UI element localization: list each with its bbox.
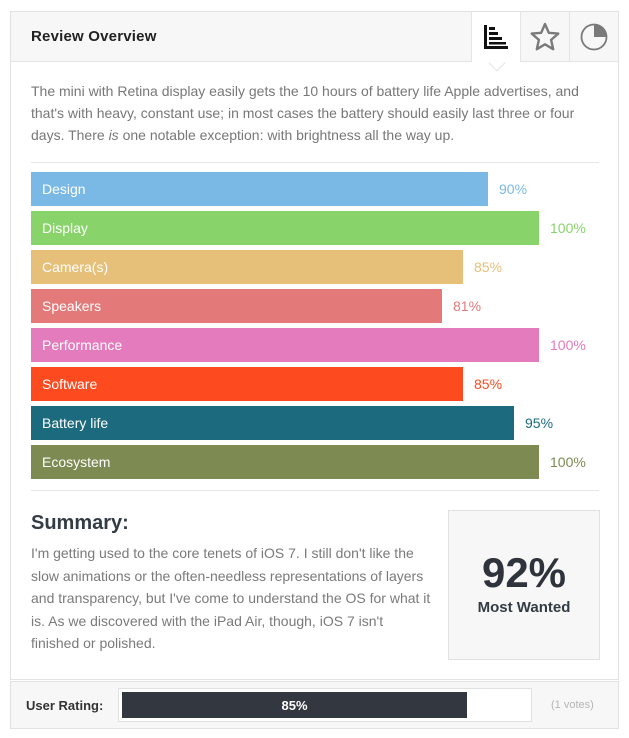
rating-row: Battery life 95% (31, 406, 601, 440)
rating-bar: Camera(s) (31, 250, 463, 284)
rating-bar-label: Speakers (42, 298, 102, 314)
rating-bar: Software (31, 367, 463, 401)
rating-bar: Battery life (31, 406, 514, 440)
review-tabs (471, 12, 618, 62)
intro-emphasis: is (108, 127, 119, 143)
user-rating-bar[interactable]: 85% (118, 688, 532, 722)
rating-row: Camera(s) 85% (31, 250, 601, 284)
rating-bar: Design (31, 172, 488, 206)
summary-text: I'm getting used to the core tenets of i… (31, 545, 431, 651)
rating-bar-value: 85% (474, 376, 503, 392)
divider (31, 162, 599, 163)
rating-bar-label: Design (42, 181, 86, 197)
review-intro: The mini with Retina display easily gets… (31, 80, 601, 146)
rating-bar: Ecosystem (31, 445, 539, 479)
rating-bar-value: 85% (474, 259, 503, 275)
tab-stars[interactable] (520, 12, 569, 62)
tab-percent[interactable] (569, 12, 618, 62)
rating-bar-value: 81% (453, 298, 482, 314)
rating-bar-label: Display (42, 220, 88, 236)
user-rating-fill (122, 692, 467, 718)
rating-bar-value: 100% (550, 337, 586, 353)
rating-row: Design 90% (31, 172, 601, 206)
rating-bar-value: 100% (550, 220, 586, 236)
review-title: Review Overview (31, 28, 157, 45)
rating-bar-label: Software (42, 376, 98, 392)
star-icon (530, 22, 560, 51)
user-rating-value: 85% (281, 698, 308, 713)
intro-text: The mini with Retina display easily gets… (31, 83, 579, 143)
rating-bar-label: Battery life (42, 415, 109, 431)
rating-row: Software 85% (31, 367, 601, 401)
rating-bar: Performance (31, 328, 539, 362)
final-score-box: 92% Most Wanted (448, 510, 600, 660)
user-rating-label: User Rating: (26, 698, 104, 713)
vote-count: (1 votes) (551, 699, 594, 711)
rating-bar-label: Camera(s) (42, 259, 109, 275)
tab-bars[interactable] (471, 12, 520, 62)
final-score-label: Most Wanted (477, 599, 571, 616)
rating-bar: Display (31, 211, 539, 245)
user-rating: User Rating: 85% (1 votes) (10, 681, 619, 729)
rating-row: Display 100% (31, 211, 601, 245)
rating-bar-value: 90% (499, 181, 528, 197)
rating-bar-value: 95% (525, 415, 554, 431)
final-score: 92% (481, 549, 567, 596)
review-header: Review Overview (11, 12, 618, 62)
rating-bar: Speakers (31, 289, 442, 323)
summary-title: Summary: (31, 512, 129, 534)
intro-text-end: one notable exception: with brightness a… (118, 127, 455, 143)
divider (31, 490, 599, 491)
bar-chart-icon (484, 25, 508, 49)
rating-bar-label: Performance (42, 337, 123, 353)
rating-row: Performance 100% (31, 328, 601, 362)
rating-row: Speakers 81% (31, 289, 601, 323)
pie-chart-icon (580, 23, 608, 51)
review-box: Review Overview (10, 11, 619, 680)
rating-row: Ecosystem 100% (31, 445, 601, 479)
rating-bar-label: Ecosystem (42, 454, 111, 470)
rating-bar-value: 100% (550, 454, 586, 470)
